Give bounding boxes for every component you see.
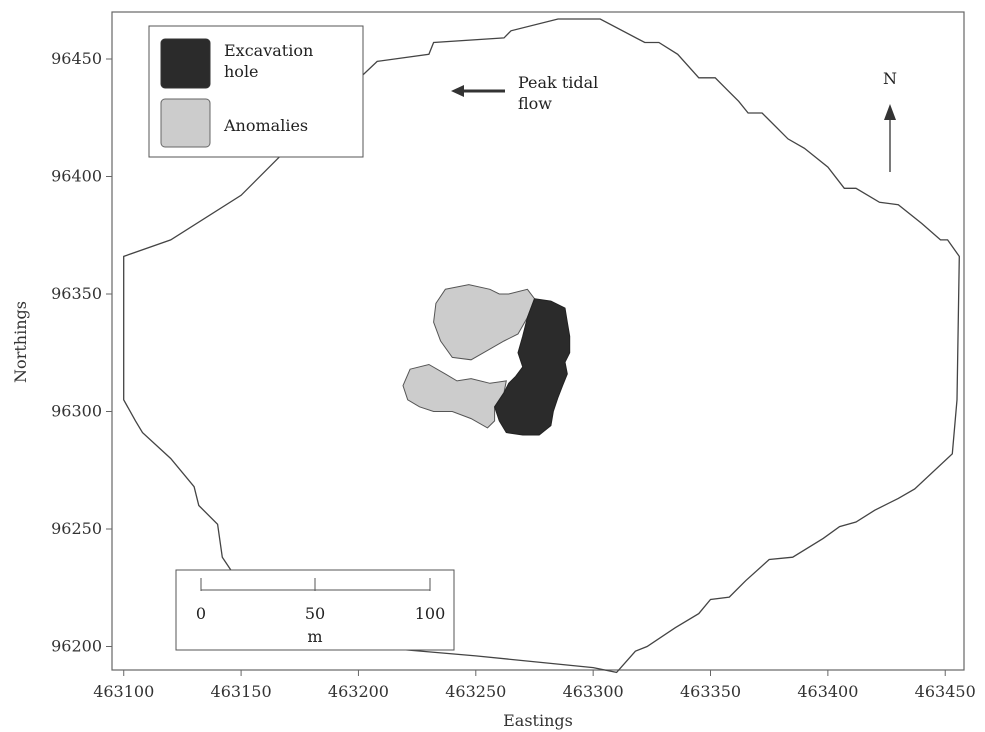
excavation-hole xyxy=(494,298,571,436)
legend-label-excavation-line2: hole xyxy=(224,62,259,81)
scale-bar: 0 50 100 m xyxy=(175,569,455,651)
north-label: N xyxy=(883,69,897,88)
tidal-flow-label-line1: Peak tidal xyxy=(518,73,598,92)
anomaly-region xyxy=(433,284,536,361)
y-axis-title: Northings xyxy=(11,301,30,383)
x-tick-label: 463250 xyxy=(445,682,506,701)
y-tick-label: 96400 xyxy=(51,167,102,186)
x-axis-title: Eastings xyxy=(503,711,573,730)
scale-bar-label-0: 0 xyxy=(196,604,206,623)
y-tick-label: 96200 xyxy=(51,637,102,656)
x-tick-label: 463300 xyxy=(563,682,624,701)
y-tick-label: 96250 xyxy=(51,519,102,538)
y-tick-label: 96300 xyxy=(51,402,102,421)
x-tick-label: 463200 xyxy=(328,682,389,701)
legend: Excavation hole Anomalies xyxy=(148,25,364,158)
y-tick-label: 96350 xyxy=(51,284,102,303)
x-tick-label: 463450 xyxy=(915,682,976,701)
legend-label-anomalies: Anomalies xyxy=(223,116,308,135)
tidal-flow-label-line2: flow xyxy=(518,94,552,113)
x-tick-label: 463100 xyxy=(93,682,154,701)
y-tick-label: 96450 xyxy=(51,49,102,68)
x-tick-label: 463350 xyxy=(680,682,741,701)
north-arrow: N xyxy=(883,69,897,172)
x-tick-label: 463150 xyxy=(211,682,272,701)
x-axis: 463100 463150 463200 463250 463300 463350 4634… xyxy=(93,670,976,701)
tidal-flow-arrowhead-icon xyxy=(451,85,464,97)
north-arrowhead-icon xyxy=(884,104,896,120)
legend-swatch-excavation xyxy=(160,38,211,89)
tidal-flow-annotation: Peak tidal flow xyxy=(451,73,598,113)
scale-bar-label-100: 100 xyxy=(415,604,446,623)
anomalies-layer xyxy=(402,284,536,429)
y-axis: 96200 96250 96300 96350 96400 96450 xyxy=(51,49,112,656)
legend-swatch-anomalies xyxy=(160,98,211,148)
x-tick-label: 463400 xyxy=(797,682,858,701)
scale-bar-label-50: 50 xyxy=(305,604,325,623)
legend-label-excavation-line1: Excavation xyxy=(224,41,313,60)
scale-bar-unit: m xyxy=(307,627,322,646)
anomaly-region xyxy=(402,363,507,429)
